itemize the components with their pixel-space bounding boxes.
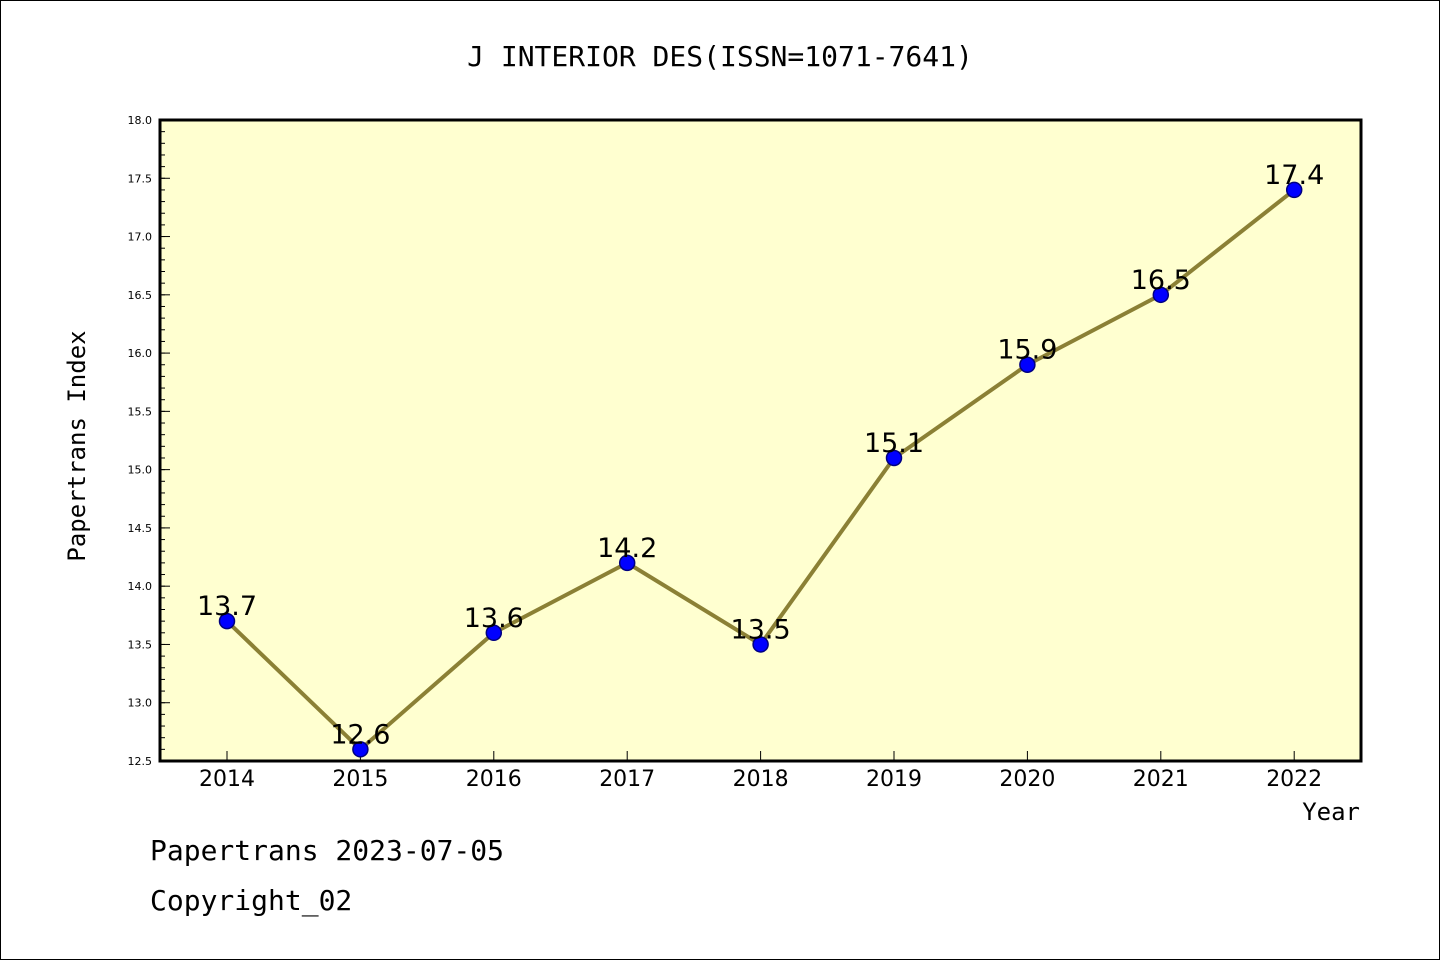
x-tick-label: 2022 (1266, 767, 1322, 792)
x-tick-label: 2014 (199, 767, 255, 792)
y-tick-label: 16.5 (128, 289, 153, 302)
data-label: 13.7 (197, 591, 257, 622)
y-tick-label: 14.0 (128, 580, 153, 593)
y-tick-label: 13.5 (128, 638, 153, 651)
x-tick-label: 2015 (332, 767, 388, 792)
y-tick-label: 17.0 (128, 231, 153, 244)
y-axis-label: Papertrans Index (63, 330, 91, 561)
data-point (885, 449, 903, 467)
footer-copyright: Copyright_02 (150, 884, 353, 917)
chart-title: J INTERIOR DES(ISSN=1071-7641) (467, 40, 973, 73)
x-tick-label: 2021 (1133, 767, 1189, 792)
y-tick-label: 17.5 (128, 172, 153, 185)
y-tick-label: 13.0 (128, 697, 153, 710)
data-label: 13.5 (731, 614, 791, 645)
data-label: 15.9 (997, 335, 1057, 366)
x-tick-label: 2016 (466, 767, 522, 792)
x-tick-label: 2017 (599, 767, 655, 792)
series-line-group (218, 181, 1303, 758)
data-point (752, 636, 769, 653)
y-tick-label: 15.5 (128, 405, 153, 418)
x-axis-label: Year (1302, 798, 1360, 826)
y-axis: 12.5 13.0 13.5 14.0 14.5 15.0 15.5 16.0 16.5 17.0… (128, 114, 170, 768)
data-label: 17.4 (1264, 160, 1324, 191)
plot-area (158, 118, 1363, 763)
data-label: 16.5 (1131, 265, 1191, 296)
x-tick-label: 2019 (866, 767, 922, 792)
data-label: 12.6 (330, 719, 390, 750)
footer-date: Papertrans 2023-07-05 (150, 834, 505, 867)
data-point (618, 554, 636, 572)
data-point (352, 741, 369, 758)
data-label: 14.2 (597, 533, 657, 564)
data-point (1019, 356, 1036, 373)
x-axis: 2014 2015 2016 2017 2018 2019 2020 2021 2022 (199, 751, 1322, 792)
x-tick-label: 2018 (733, 767, 789, 792)
y-tick-label: 18.0 (128, 114, 153, 127)
data-label: 15.1 (864, 428, 924, 459)
data-point (1285, 181, 1303, 199)
y-tick-label: 12.5 (128, 755, 153, 768)
x-tick-label: 2020 (999, 767, 1055, 792)
y-tick-label: 14.5 (128, 522, 153, 535)
data-label-group: 13.7 12.6 13.6 14.2 13.5 15.1 15.9 16.5 17.4 (197, 160, 1324, 750)
y-tick-label: 16.0 (128, 347, 153, 360)
y-tick-label: 15.0 (128, 464, 153, 477)
data-point (1152, 286, 1170, 304)
data-label: 13.6 (464, 603, 524, 634)
data-point (485, 624, 503, 642)
data-point (218, 612, 236, 630)
